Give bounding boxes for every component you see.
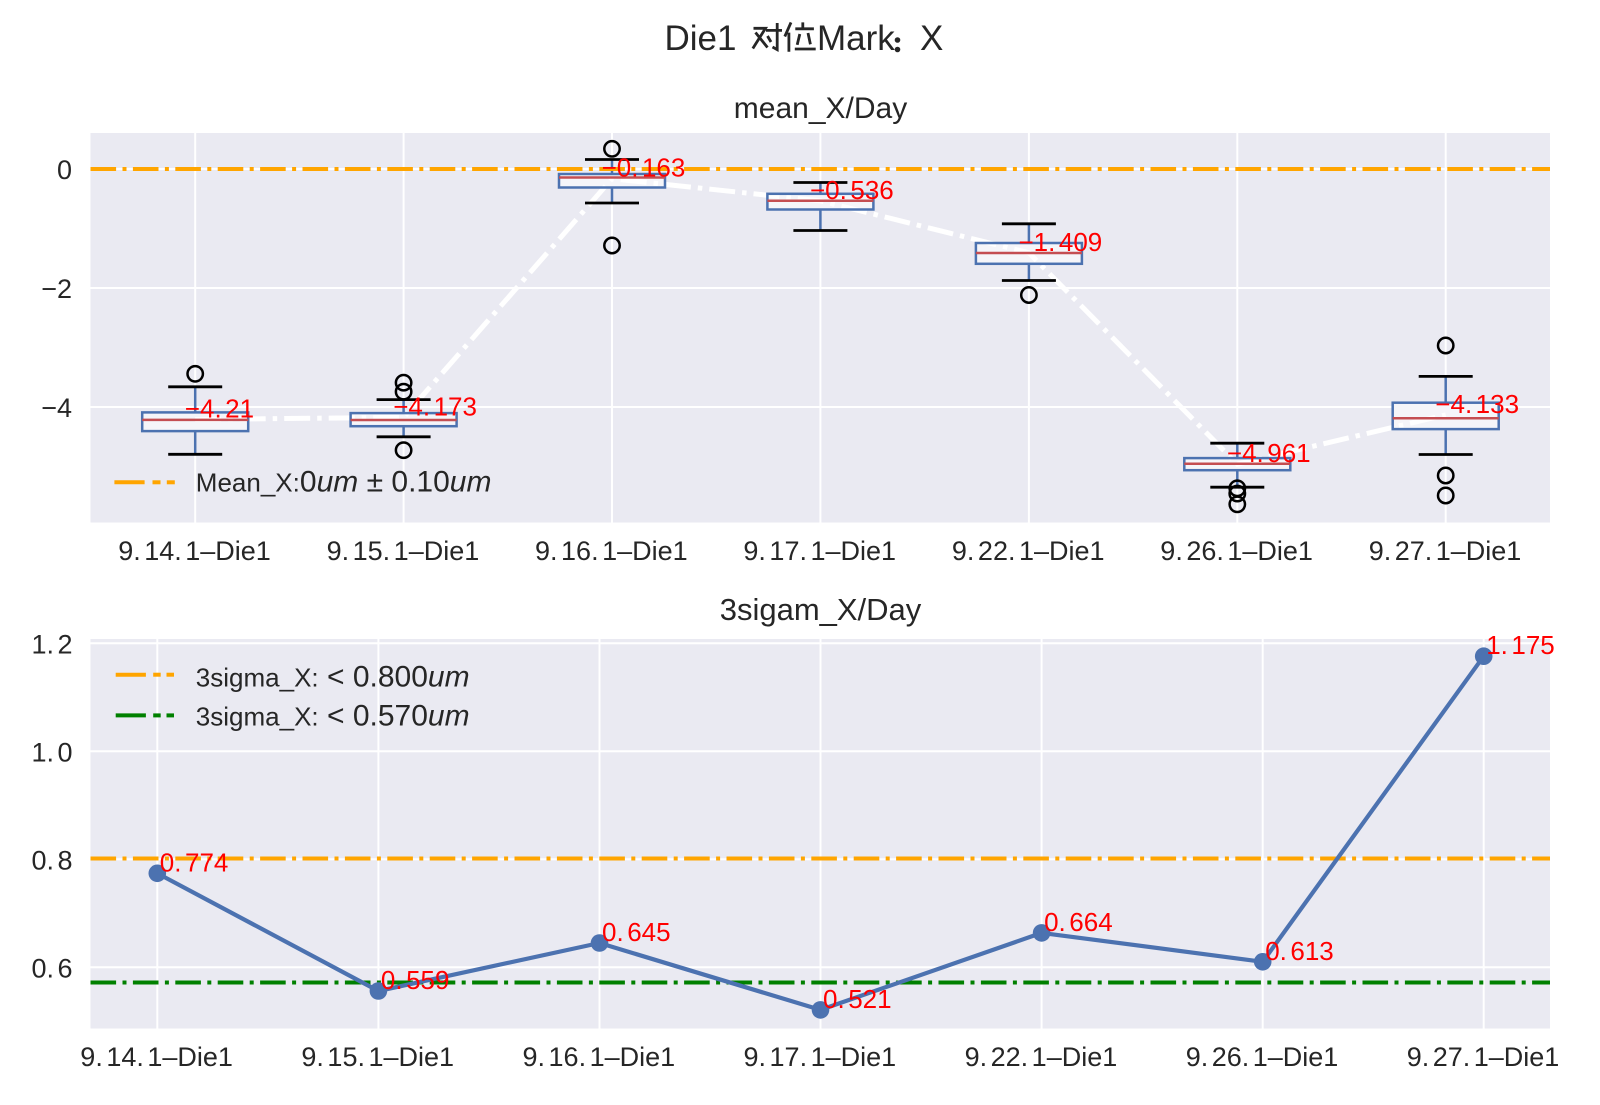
svg-text:3sigam_X/Day: 3sigam_X/Day — [720, 592, 922, 627]
svg-text:3sigma_X: < 0.800um: 3sigma_X: < 0.800um — [196, 661, 470, 694]
svg-text:9.16.1–Die1: 9. 16. 1–Die1 — [523, 1042, 676, 1072]
svg-text:9.14.1–Die1: 9. 14. 1–Die1 — [80, 1042, 233, 1072]
svg-text:−4.173: −4. 173 — [393, 391, 477, 421]
svg-text:0.6: 0. 6 — [32, 953, 73, 983]
svg-text:9.27.1–Die1: 9. 27. 1–Die1 — [1369, 536, 1522, 566]
svg-text:−0.536: −0. 536 — [810, 175, 894, 205]
svg-text:0.8: 0. 8 — [32, 845, 73, 875]
svg-text:0: 0 — [57, 155, 72, 185]
svg-text:9.26.1–Die1: 9. 26. 1–Die1 — [1186, 1042, 1339, 1072]
svg-text:9.14.1–Die1: 9. 14. 1–Die1 — [118, 536, 271, 566]
svg-text:−1.409: −1. 409 — [1019, 227, 1103, 257]
svg-text:−4.21: −4. 21 — [185, 394, 254, 424]
svg-text:9.26.1–Die1: 9. 26. 1–Die1 — [1160, 536, 1313, 566]
svg-text:Mean_X:0um ± 0.10um: Mean_X:0um ± 0.10um — [196, 466, 492, 499]
svg-text:−4: −4 — [41, 393, 72, 423]
svg-text:9.15.1–Die1: 9. 15. 1–Die1 — [301, 1042, 454, 1072]
svg-text:X: X — [920, 19, 943, 58]
svg-text:9.27.1–Die1: 9. 27. 1–Die1 — [1407, 1042, 1560, 1072]
svg-text:9.17.1–Die1: 9. 17. 1–Die1 — [744, 1042, 897, 1072]
svg-text:−4.133: −4. 133 — [1435, 389, 1519, 419]
svg-text:−4.961: −4. 961 — [1227, 438, 1311, 468]
svg-text:0.645: 0. 645 — [602, 917, 671, 947]
svg-text:mean_X/Day: mean_X/Day — [734, 92, 907, 125]
svg-text:0.774: 0. 774 — [160, 847, 229, 877]
svg-text:9.15.1–Die1: 9. 15. 1–Die1 — [327, 536, 480, 566]
svg-text:−0.163: −0. 163 — [602, 153, 686, 183]
svg-text:0.664: 0. 664 — [1044, 907, 1113, 937]
svg-text:9.22.1–Die1: 9. 22. 1–Die1 — [965, 1042, 1118, 1072]
svg-text:0.521: 0. 521 — [823, 984, 892, 1014]
svg-text:Die1: Die1 — [665, 19, 737, 58]
svg-text:1.2: 1. 2 — [32, 629, 73, 659]
svg-text:0.613: 0. 613 — [1265, 936, 1334, 966]
svg-text:9.22.1–Die1: 9. 22. 1–Die1 — [952, 536, 1105, 566]
svg-text:1.175: 1. 175 — [1486, 630, 1555, 660]
svg-text:0.559: 0. 559 — [381, 965, 450, 995]
svg-text:3sigma_X: < 0.570um: 3sigma_X: < 0.570um — [196, 700, 470, 733]
svg-text:9.16.1–Die1: 9. 16. 1–Die1 — [535, 536, 688, 566]
svg-text:−2: −2 — [41, 274, 72, 304]
svg-text:9.17.1–Die1: 9. 17. 1–Die1 — [743, 536, 896, 566]
svg-text:Mark: Mark — [817, 19, 895, 58]
svg-text:1.0: 1. 0 — [32, 737, 73, 767]
